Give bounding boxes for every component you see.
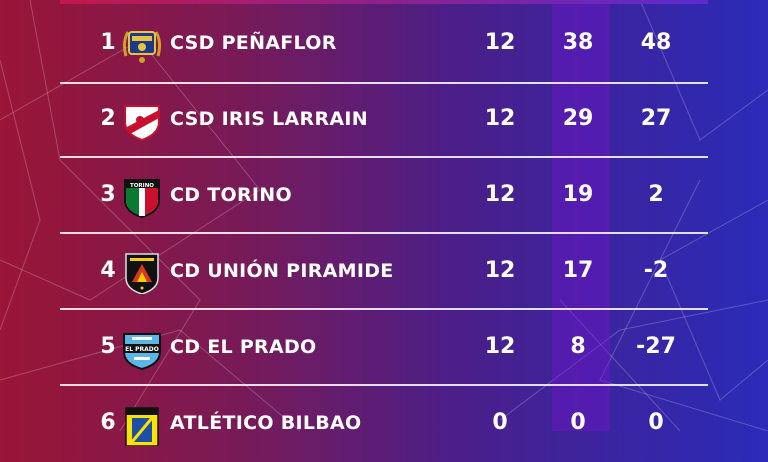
- points: 38: [562, 30, 594, 55]
- table-row: 1 CSD PEÑAFLOR 12 38 48: [60, 6, 708, 82]
- team-name: CD TORINO: [170, 184, 292, 206]
- background-polygon-lines: [0, 0, 768, 431]
- atletico-bilbao-crest-icon: [125, 407, 159, 446]
- header-bar: [60, 0, 708, 4]
- played: 12: [484, 258, 516, 283]
- goal-difference: -27: [636, 334, 676, 359]
- row-divider: [60, 156, 708, 158]
- points: 0: [570, 410, 586, 435]
- played: 12: [484, 106, 516, 131]
- el-prado-crest-text: EL PRADO: [125, 346, 159, 353]
- team-name: CSD IRIS LARRAIN: [170, 108, 368, 130]
- row-divider: [60, 384, 708, 386]
- played: 12: [484, 334, 516, 359]
- team-name: CSD PEÑAFLOR: [170, 32, 337, 54]
- table-row: 4 CD UNIÓN PIRAMIDE 12 17 -2: [60, 234, 708, 310]
- team-name: CD EL PRADO: [170, 336, 317, 358]
- goal-difference: -2: [643, 258, 669, 283]
- torino-crest-text: TORINO: [130, 183, 154, 189]
- standings-table: 1 CSD PEÑAFLOR 12 38 48 2 CSD IRIS LARRA…: [60, 6, 708, 462]
- points-column-highlight: [552, 0, 610, 431]
- union-piramide-crest-icon: [125, 253, 159, 294]
- penaflor-crest-icon: [122, 31, 162, 63]
- points: 29: [562, 106, 594, 131]
- rank: 3: [100, 182, 116, 207]
- played: 12: [484, 182, 516, 207]
- played: 12: [484, 30, 516, 55]
- goal-difference: 2: [648, 182, 664, 207]
- team-name: ATLÉTICO BILBAO: [170, 412, 362, 434]
- table-row: 5 EL PRADO CD EL PRADO 12 8 -27: [60, 310, 708, 386]
- played: 0: [492, 410, 508, 435]
- points: 8: [570, 334, 586, 359]
- row-divider: [60, 308, 708, 310]
- table-row: 2 CSD IRIS LARRAIN 12 29 27: [60, 82, 708, 158]
- points: 17: [562, 258, 594, 283]
- goal-difference: 48: [640, 30, 672, 55]
- points: 19: [562, 182, 594, 207]
- goal-difference: 0: [648, 410, 664, 435]
- team-name: CD UNIÓN PIRAMIDE: [170, 260, 394, 282]
- el-prado-crest-icon: EL PRADO: [123, 333, 161, 370]
- row-divider: [60, 82, 708, 84]
- table-row: 3 TORINO CD TORINO 12 19 2: [60, 158, 708, 234]
- goal-difference: 27: [640, 106, 672, 131]
- rank: 6: [100, 410, 116, 435]
- iris-larrain-crest-icon: [124, 105, 160, 142]
- rank: 1: [100, 30, 116, 55]
- rank: 2: [100, 106, 116, 131]
- table-row: 6 ATLÉTICO BILBAO 0 0 0: [60, 386, 708, 462]
- rank: 5: [100, 334, 116, 359]
- rank: 4: [100, 258, 116, 283]
- torino-crest-icon: TORINO: [124, 179, 160, 218]
- row-divider: [60, 232, 708, 234]
